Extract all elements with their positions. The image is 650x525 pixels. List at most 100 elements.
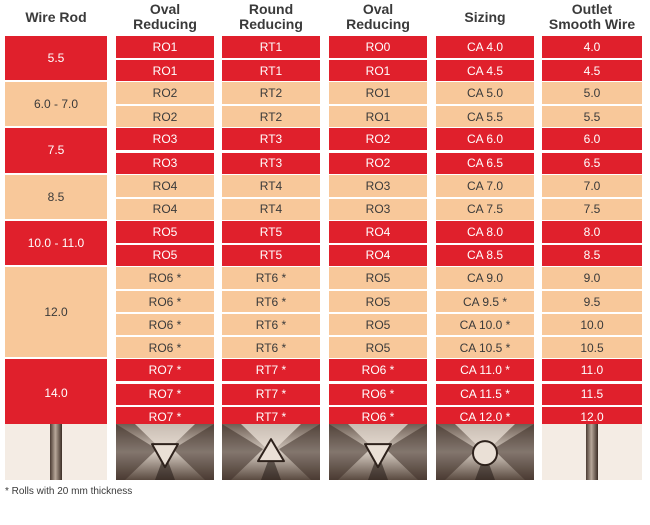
oval-reducing-2-cell: RO1 bbox=[329, 59, 427, 82]
sizing-cell: CA 11.0 * bbox=[436, 359, 534, 382]
oval-reducing-1-cell: RO7 * bbox=[116, 382, 214, 405]
outlet-cell: 7.5 bbox=[542, 197, 642, 220]
oval-reducing-2-cell: RO6 * bbox=[329, 382, 427, 405]
wire-rod-cell: 5.5 bbox=[5, 36, 107, 81]
sizing-cell: CA 4.5 bbox=[436, 59, 534, 82]
round-reducing-cell: RT7 * bbox=[222, 405, 320, 428]
oval-reducing-1-cell: RO2 bbox=[116, 105, 214, 128]
outlet-cell: 6.5 bbox=[542, 151, 642, 174]
sizing-cell: CA 6.0 bbox=[436, 128, 534, 151]
header-outlet-smooth-wire: Outlet Smooth Wire bbox=[548, 1, 636, 32]
wire-rod-cell: 6.0 - 7.0 bbox=[5, 82, 107, 127]
oval-reducing-2-cell: RO2 bbox=[329, 128, 427, 151]
oval-reducing-1-cell: RO6 * bbox=[116, 267, 214, 290]
sizing-cell: CA 7.5 bbox=[436, 197, 534, 220]
outlet-cell: 12.0 bbox=[542, 405, 642, 428]
oval-reducing-1-cell: RO5 bbox=[116, 220, 214, 243]
outlet-cell: 6.0 bbox=[542, 128, 642, 151]
outlet-cell: 9.0 bbox=[542, 267, 642, 290]
oval-reducing-2-cell: RO6 * bbox=[329, 405, 427, 428]
oval-reducing-2-cell: RO3 bbox=[329, 197, 427, 220]
sizing-cell: CA 5.0 bbox=[436, 82, 534, 105]
oval-roll-photo bbox=[116, 424, 214, 480]
round-reducing-cell: RT6 * bbox=[222, 267, 320, 290]
header-wire-rod: Wire Rod bbox=[25, 8, 87, 25]
outlet-cell: 9.5 bbox=[542, 290, 642, 313]
oval-reducing-2-cell: RO1 bbox=[329, 82, 427, 105]
round-roll-photo bbox=[222, 424, 320, 480]
smooth-wire-photo bbox=[542, 424, 642, 480]
outlet-cell: 10.0 bbox=[542, 313, 642, 336]
oval-reducing-1-cell: RO5 bbox=[116, 243, 214, 266]
oval-reducing-2-cell: RO3 bbox=[329, 174, 427, 197]
sizing-cell: CA 12.0 * bbox=[436, 405, 534, 428]
oval-reducing-2-cell: RO5 bbox=[329, 313, 427, 336]
oval-reducing-1-cell: RO6 * bbox=[116, 313, 214, 336]
round-reducing-cell: RT5 bbox=[222, 243, 320, 266]
oval-reducing-2-cell: RO5 bbox=[329, 267, 427, 290]
outlet-cell: 4.5 bbox=[542, 59, 642, 82]
oval-reducing-1-cell: RO1 bbox=[116, 59, 214, 82]
oval-reducing-2-cell: RO5 bbox=[329, 336, 427, 359]
outlet-cell: 5.5 bbox=[542, 105, 642, 128]
round-reducing-cell: RT5 bbox=[222, 220, 320, 243]
sizing-cell: CA 7.0 bbox=[436, 174, 534, 197]
round-reducing-cell: RT7 * bbox=[222, 382, 320, 405]
outlet-cell: 11.5 bbox=[542, 382, 642, 405]
oval-reducing-1-cell: RO4 bbox=[116, 174, 214, 197]
sizing-cell: CA 9.5 * bbox=[436, 290, 534, 313]
outlet-cell: 7.0 bbox=[542, 174, 642, 197]
outlet-cell: 8.0 bbox=[542, 220, 642, 243]
outlet-cell: 11.0 bbox=[542, 359, 642, 382]
header-sizing: Sizing bbox=[464, 8, 506, 25]
round-reducing-cell: RT1 bbox=[222, 59, 320, 82]
sizing-roll-photo bbox=[436, 424, 534, 480]
round-reducing-cell: RT7 * bbox=[222, 359, 320, 382]
sizing-cell: CA 6.5 bbox=[436, 151, 534, 174]
wire-rod-cell: 8.5 bbox=[5, 174, 107, 219]
round-reducing-cell: RT3 bbox=[222, 128, 320, 151]
wire-rod-cell: 14.0 bbox=[5, 359, 107, 427]
oval-reducing-2-cell: RO4 bbox=[329, 220, 427, 243]
wire-rod-cell: 10.0 - 11.0 bbox=[5, 220, 107, 265]
sizing-cell: CA 9.0 bbox=[436, 267, 534, 290]
oval-reducing-1-cell: RO3 bbox=[116, 151, 214, 174]
sizing-cell: CA 10.0 * bbox=[436, 313, 534, 336]
header-oval-reducing-1: Oval Reducing bbox=[133, 1, 197, 32]
oval-reducing-1-cell: RO6 * bbox=[116, 290, 214, 313]
oval-reducing-1-cell: RO7 * bbox=[116, 405, 214, 428]
oval-reducing-2-cell: RO1 bbox=[329, 105, 427, 128]
round-reducing-cell: RT6 * bbox=[222, 336, 320, 359]
sizing-cell: CA 8.5 bbox=[436, 243, 534, 266]
header-oval-reducing-2: Oval Reducing bbox=[346, 1, 410, 32]
oval-reducing-2-cell: RO4 bbox=[329, 243, 427, 266]
oval-reducing-1-cell: RO7 * bbox=[116, 359, 214, 382]
round-reducing-cell: RT3 bbox=[222, 151, 320, 174]
round-reducing-cell: RT6 * bbox=[222, 290, 320, 313]
sizing-cell: CA 11.5 * bbox=[436, 382, 534, 405]
sizing-cell: CA 5.5 bbox=[436, 105, 534, 128]
outlet-cell: 5.0 bbox=[542, 82, 642, 105]
wire-rod-photo bbox=[5, 424, 107, 480]
outlet-cell: 4.0 bbox=[542, 36, 642, 59]
oval-reducing-1-cell: RO4 bbox=[116, 197, 214, 220]
header-round-reducing: Round Reducing bbox=[239, 1, 303, 32]
oval-reducing-1-cell: RO6 * bbox=[116, 336, 214, 359]
oval-reducing-2-cell: RO0 bbox=[329, 36, 427, 59]
round-reducing-cell: RT2 bbox=[222, 82, 320, 105]
outlet-cell: 8.5 bbox=[542, 243, 642, 266]
wire-rod-cell: 7.5 bbox=[5, 128, 107, 173]
wire-rod-cell: 12.0 bbox=[5, 267, 107, 358]
footnote: * Rolls with 20 mm thickness bbox=[5, 486, 133, 497]
oval-reducing-1-cell: RO3 bbox=[116, 128, 214, 151]
outlet-cell: 10.5 bbox=[542, 336, 642, 359]
oval-reducing-2-cell: RO2 bbox=[329, 151, 427, 174]
round-reducing-cell: RT2 bbox=[222, 105, 320, 128]
oval-reducing-1-cell: RO1 bbox=[116, 36, 214, 59]
round-reducing-cell: RT4 bbox=[222, 197, 320, 220]
round-reducing-cell: RT6 * bbox=[222, 313, 320, 336]
oval-reducing-1-cell: RO2 bbox=[116, 82, 214, 105]
oval-reducing-2-cell: RO5 bbox=[329, 290, 427, 313]
sizing-cell: CA 4.0 bbox=[436, 36, 534, 59]
oval-reducing-2-cell: RO6 * bbox=[329, 359, 427, 382]
